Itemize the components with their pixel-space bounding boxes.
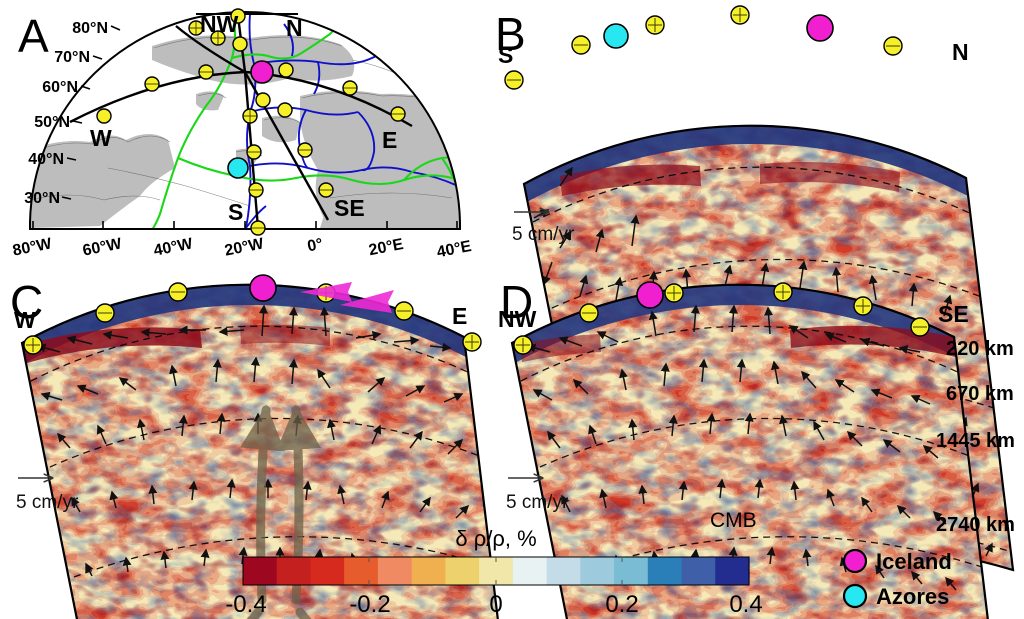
- colorbar-swatch: [681, 557, 716, 585]
- panel-d-surface-markers: [513, 281, 930, 355]
- panel-b-scale-label: 5 cm/yr: [512, 224, 575, 245]
- flow-vectors-d: [526, 304, 957, 619]
- lat-tick-60: 60°N: [42, 79, 78, 96]
- hotspot-iceland-b: [806, 14, 834, 42]
- panel-b-scale: 5 cm/yr: [512, 212, 575, 245]
- colorbar-swatch: [243, 557, 278, 585]
- panel-d-left-label: NW: [498, 306, 537, 332]
- panel-c-surface-markers: [23, 274, 482, 355]
- colorbar-swatch: [310, 557, 345, 585]
- lat-tick-40: 40°N: [28, 151, 64, 168]
- panel-d-scale: 5 cm/yr: [506, 478, 569, 513]
- lon-tick-40e: 40°E: [435, 238, 473, 261]
- depth-label-220: 220 km: [946, 338, 1014, 360]
- colorbar-swatch: [512, 557, 548, 585]
- panel-d-right-label: SE: [938, 301, 969, 327]
- lat-tick-80: 80°N: [72, 20, 108, 37]
- lon-tick-20e: 20°E: [367, 236, 405, 259]
- legend-label-iceland: Iceland: [876, 549, 952, 574]
- colorbar-title: δ ρ/ρ, %: [455, 526, 536, 551]
- panel-b-surface-markers: [504, 5, 903, 90]
- colorbar-swatch: [411, 557, 446, 585]
- station-markers: [96, 8, 406, 236]
- colorbar-swatch: [546, 557, 581, 585]
- map-dir-n: N: [286, 15, 303, 41]
- plume-drift-arrows-c: [300, 282, 394, 313]
- profile-NW: [175, 25, 246, 74]
- depth-boundaries-c: [30, 325, 505, 578]
- colorbar-swatch: [580, 557, 615, 585]
- lon-tick-0: 0°: [306, 236, 324, 256]
- panel-a-label: A: [18, 10, 49, 62]
- panel-c-right-label: E: [452, 303, 467, 329]
- panel-c-scale-label: 5 cm/yr: [16, 492, 79, 513]
- cmb-label: CMB: [710, 509, 757, 532]
- map-lat-ticks: 80°N 70°N 60°N 50°N 40°N 30°N: [24, 20, 121, 207]
- colorbar-tick-2: 0: [489, 591, 502, 618]
- panel-b-right-label: N: [952, 39, 969, 65]
- panel-b-left-label: S: [498, 42, 513, 68]
- colorbar-swatch: [445, 557, 480, 585]
- legend-label-azores: Azores: [876, 584, 949, 609]
- colorbar-tick-4: 0.4: [729, 591, 762, 618]
- panel-d-label: D: [500, 276, 533, 328]
- depth-label-1445: 1445 km: [936, 430, 1015, 452]
- panel-c-outline: [20, 283, 499, 619]
- continent-shapes: [30, 35, 460, 228]
- depth-label-2740: 2740 km: [936, 514, 1015, 536]
- hotspot-legend: Iceland Azores: [842, 548, 952, 609]
- hotspot-iceland-d: [636, 281, 664, 309]
- colorbar-swatch: [344, 557, 379, 585]
- panel-d-section: D: [498, 276, 1015, 619]
- hotspot-azores-b: [603, 23, 629, 49]
- map-dir-nw: NW: [200, 11, 239, 37]
- legend-swatch-azores: [842, 583, 868, 609]
- lat-tick-50: 50°N: [34, 114, 70, 131]
- colorbar-swatches: [243, 557, 750, 585]
- colorbar: δ ρ/ρ, % -0.4 -0.2 0 0.2 0.4: [225, 526, 762, 618]
- hotspot-iceland-c: [249, 274, 277, 302]
- lat-tick-30: 30°N: [24, 190, 60, 207]
- panel-c-left-label: W: [14, 307, 36, 333]
- colorbar-swatch: [276, 557, 312, 585]
- colorbar-tick-0: -0.4: [225, 591, 266, 618]
- map-dir-se: SE: [334, 195, 365, 221]
- panel-d-scale-label: 5 cm/yr: [506, 492, 569, 513]
- hotspot-iceland-map: [250, 60, 274, 84]
- colorbar-swatch: [647, 557, 683, 585]
- map-dir-e: E: [382, 127, 397, 153]
- map-dir-w: W: [90, 125, 112, 151]
- colorbar-swatch: [614, 557, 649, 585]
- depth-axis-labels: 220 km 670 km 1445 km 2740 km: [936, 338, 1015, 536]
- colorbar-ticks: [368, 557, 623, 585]
- map-dir-s: S: [228, 199, 243, 225]
- panel-d-tomography: [512, 284, 1001, 619]
- panel-c-scale: 5 cm/yr: [16, 478, 79, 513]
- depth-boundaries-d: [520, 325, 995, 578]
- panel-a-map: A: [11, 8, 473, 261]
- lat-tick-70: 70°N: [54, 49, 90, 66]
- colorbar-tick-1: -0.2: [349, 591, 390, 618]
- colorbar-swatch: [715, 557, 750, 585]
- map-frame: [29, 10, 461, 230]
- depth-label-670: 670 km: [946, 383, 1014, 405]
- hotspot-azores-map: [227, 157, 249, 179]
- colorbar-tick-3: 0.2: [605, 591, 638, 618]
- legend-swatch-iceland: [842, 548, 868, 574]
- colorbar-swatch: [377, 557, 413, 585]
- panel-c-label: C: [10, 276, 43, 328]
- panel-b-label: B: [495, 8, 526, 60]
